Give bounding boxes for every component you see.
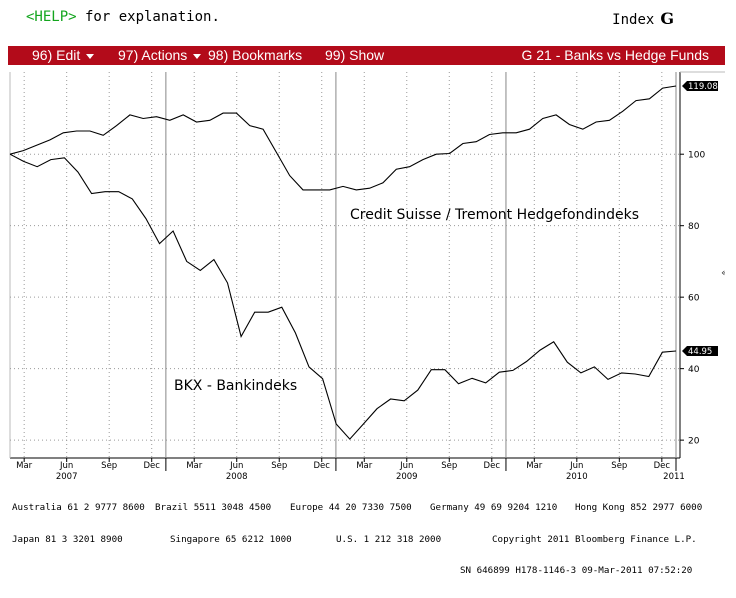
x-year-label: 2009 (396, 472, 418, 482)
y-tick-label: 60 (688, 294, 700, 304)
last-value-hedgefunds: 119.08 (688, 82, 718, 92)
x-axis: Mar Jun Sep Dec Mar Jun Sep Dec Mar Jun Sep Dec Mar J… (16, 458, 685, 482)
edit-menu-button[interactable]: 96) Edit (32, 46, 95, 65)
last-value-tag-bkx: 44.95 (682, 345, 718, 357)
x-tick-label: Sep (101, 461, 117, 471)
x-tick-label: Mar (526, 461, 543, 471)
x-tick-label: Mar (16, 461, 33, 471)
expand-panel-handle[interactable]: « (721, 266, 725, 279)
y-tick-label: 80 (688, 222, 700, 232)
function-toolbar: 96) Edit 97) Actions 98) Bookmarks 99) S… (8, 46, 725, 65)
footer-brazil: Brazil 5511 3048 4500 (155, 502, 272, 513)
index-letter: G (660, 9, 674, 28)
footer-australia: Australia 61 2 9777 8600 (12, 502, 145, 513)
footer-contacts: Australia 61 2 9777 8600 Brazil 5511 304… (12, 482, 702, 587)
x-tick-label: Mar (186, 461, 203, 471)
x-year-label: 2008 (226, 472, 248, 482)
annotation-hedgefunds: Credit Suisse / Tremont Hedgefondindeks (350, 207, 639, 223)
help-text: for explanation. (76, 9, 220, 25)
index-indicator: Index G (612, 9, 674, 28)
footer-japan: Japan 81 3 3201 8900 (12, 533, 123, 545)
footer-europe: Europe 44 20 7330 7500 (290, 502, 412, 513)
x-tick-label: Jun (569, 461, 583, 471)
x-tick-label: Dec (484, 461, 501, 471)
actions-menu-button[interactable]: 97) Actions (118, 46, 202, 65)
y-axis: 20 40 60 80 100 (680, 151, 705, 447)
x-year-label: 2011 (663, 472, 685, 482)
y-tick-label: 40 (688, 365, 700, 375)
footer-germany: Germany 49 69 9204 1210 (430, 502, 558, 513)
show-menu-button[interactable]: 99) Show (325, 47, 385, 63)
x-tick-label: Jun (59, 461, 73, 471)
x-year-label: 2007 (56, 472, 78, 482)
x-tick-label: Mar (356, 461, 373, 471)
footer-hongkong: Hong Kong 852 2977 6000 (575, 502, 703, 513)
x-tick-label: Sep (611, 461, 627, 471)
y-tick-label: 100 (688, 151, 705, 161)
x-tick-label: Sep (441, 461, 457, 471)
x-tick-label: Dec (654, 461, 671, 471)
last-value-tag-hedgefunds: 119.08 (682, 81, 718, 92)
series-lines (9, 85, 677, 440)
top-help-bar: <HELP> for explanation. Index G (0, 0, 736, 40)
x-year-label: 2010 (566, 472, 588, 482)
x-tick-label: Sep (271, 461, 287, 471)
grid-lines (10, 72, 680, 458)
footer-us: U.S. 1 212 318 2000 (336, 533, 442, 545)
annotation-bkx: BKX - Bankindeks (174, 378, 297, 394)
last-value-bkx: 44.95 (688, 347, 712, 357)
chart-title: G 21 - Banks vs Hedge Funds (521, 47, 709, 63)
line-chart: 20 40 60 80 100 Mar Jun Sep Dec Mar Jun Sep Dec Mar J… (8, 66, 725, 486)
index-label: Index (612, 12, 655, 28)
y-tick-label: 20 (688, 437, 700, 447)
x-tick-label: Jun (399, 461, 413, 471)
bookmarks-menu-button[interactable]: 98) Bookmarks (208, 46, 308, 65)
chevron-down-icon (193, 53, 202, 59)
footer-session-info: SN 646899 H178-1146-3 09-Mar-2011 07:52:… (460, 565, 693, 576)
series-line-hedgefunds (9, 85, 677, 191)
help-key[interactable]: <HELP> (26, 9, 77, 25)
x-tick-label: Jun (229, 461, 243, 471)
svg-text:«: « (721, 266, 725, 279)
x-tick-label: Dec (143, 461, 160, 471)
x-tick-label: Dec (314, 461, 331, 471)
footer-copyright: Copyright 2011 Bloomberg Finance L.P. (492, 533, 697, 545)
help-hint: <HELP> for explanation. (26, 9, 220, 25)
chevron-down-icon (86, 53, 95, 59)
series-line-bkx (9, 153, 677, 440)
footer-singapore: Singapore 65 6212 1000 (170, 533, 292, 545)
